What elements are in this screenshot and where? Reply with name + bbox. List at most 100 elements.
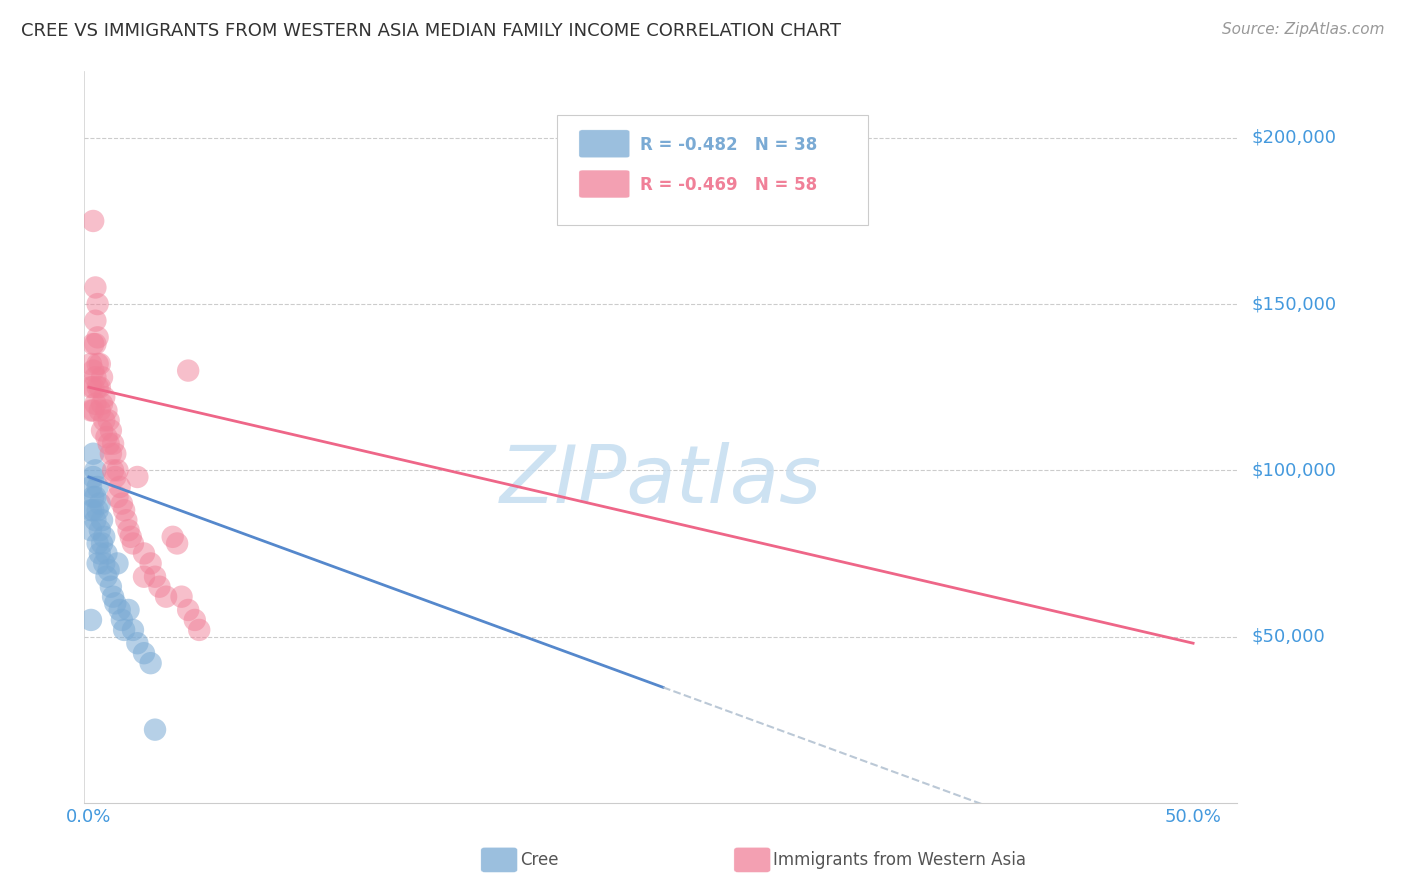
Point (117, 603, 139, 617)
Point (120, 530, 142, 544)
Point (82, 403, 104, 417)
Point (86, 480, 108, 494)
Point (93, 530, 115, 544)
Point (84, 370, 107, 384)
Point (91, 424, 114, 438)
Text: R = -0.469   N = 58: R = -0.469 N = 58 (640, 177, 817, 194)
Point (89, 403, 111, 417)
Point (80, 380, 103, 394)
Point (101, 436, 124, 450)
Point (122, 536, 145, 550)
Point (96, 403, 118, 417)
Point (89, 357, 111, 371)
Point (86, 503, 108, 517)
Point (100, 424, 122, 438)
Point (100, 580, 122, 594)
Point (93, 413, 115, 427)
Point (80, 523, 103, 537)
Point (139, 557, 162, 571)
Point (86, 536, 108, 550)
Point (170, 590, 193, 604)
Point (82, 380, 104, 394)
Point (89, 380, 111, 394)
Point (86, 357, 108, 371)
Point (89, 546, 111, 560)
Point (84, 280, 107, 294)
Point (166, 536, 188, 550)
Point (101, 463, 124, 477)
Point (177, 603, 200, 617)
Point (108, 480, 131, 494)
Point (86, 557, 108, 571)
Point (100, 447, 122, 461)
Point (97, 436, 120, 450)
Point (139, 656, 162, 670)
Point (84, 397, 107, 411)
Point (132, 646, 155, 660)
Point (82, 490, 104, 504)
Text: Immigrants from Western Asia: Immigrants from Western Asia (773, 851, 1026, 869)
Point (80, 613, 103, 627)
Point (132, 570, 155, 584)
Point (84, 337, 107, 351)
Point (80, 503, 103, 517)
Text: R = -0.482   N = 38: R = -0.482 N = 38 (640, 136, 817, 154)
Point (127, 470, 149, 484)
Point (127, 636, 149, 650)
Point (91, 370, 114, 384)
Point (104, 596, 127, 610)
Point (82, 337, 104, 351)
Point (112, 623, 135, 637)
Point (104, 470, 127, 484)
Point (80, 480, 103, 494)
Point (84, 490, 107, 504)
Text: $100,000: $100,000 (1251, 461, 1336, 479)
Text: $150,000: $150,000 (1251, 295, 1336, 313)
Point (97, 413, 120, 427)
Point (97, 563, 120, 577)
Point (177, 363, 200, 377)
Point (107, 557, 129, 571)
Point (101, 590, 124, 604)
Point (104, 447, 127, 461)
Point (91, 536, 114, 550)
Point (84, 513, 107, 527)
FancyBboxPatch shape (557, 115, 869, 225)
FancyBboxPatch shape (579, 130, 630, 158)
Point (162, 530, 184, 544)
Point (132, 546, 155, 560)
Text: ZIPatlas: ZIPatlas (499, 442, 823, 520)
Point (148, 580, 170, 594)
Text: Source: ZipAtlas.com: Source: ZipAtlas.com (1222, 22, 1385, 37)
Point (184, 613, 207, 627)
Point (86, 380, 108, 394)
Text: $50,000: $50,000 (1251, 628, 1324, 646)
Point (96, 546, 118, 560)
Point (84, 314, 107, 328)
Point (93, 557, 115, 571)
Point (107, 463, 129, 477)
Point (96, 570, 118, 584)
Point (143, 570, 166, 584)
Point (143, 723, 166, 737)
FancyBboxPatch shape (579, 170, 630, 198)
Point (155, 590, 177, 604)
Point (86, 297, 108, 311)
Point (82, 214, 104, 228)
Point (91, 397, 114, 411)
Point (96, 430, 118, 444)
Point (82, 503, 104, 517)
Point (80, 403, 103, 417)
Point (82, 447, 104, 461)
Point (89, 523, 111, 537)
Point (91, 513, 114, 527)
Point (111, 497, 134, 511)
Point (80, 357, 103, 371)
Point (188, 623, 211, 637)
Point (115, 513, 138, 527)
Point (89, 497, 111, 511)
Text: CREE VS IMMIGRANTS FROM WESTERN ASIA MEDIAN FAMILY INCOME CORRELATION CHART: CREE VS IMMIGRANTS FROM WESTERN ASIA MED… (21, 22, 841, 40)
Point (107, 490, 129, 504)
Point (82, 470, 104, 484)
Point (112, 503, 135, 517)
